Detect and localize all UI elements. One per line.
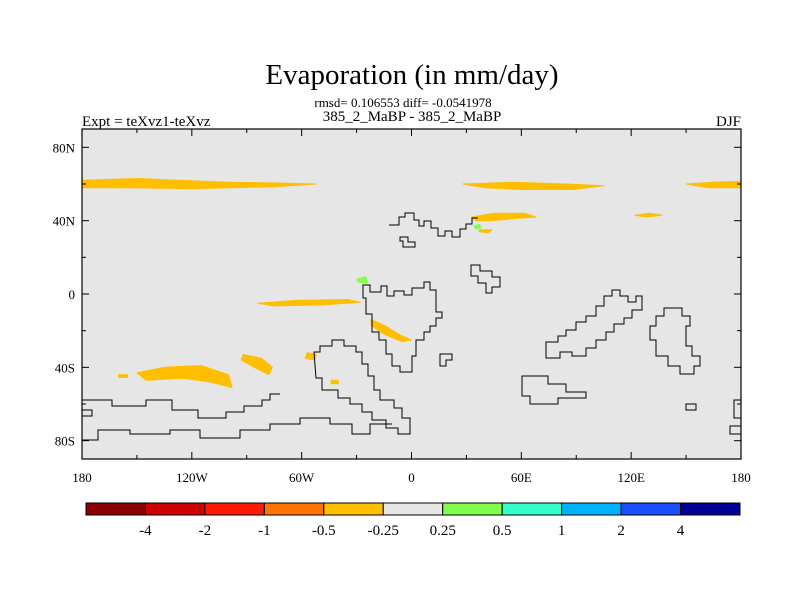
coastline-arabia — [470, 264, 501, 294]
colorbar-swatch-0 — [85, 502, 146, 516]
colorbar-label-9: 4 — [677, 523, 685, 539]
stats-line: rmsd= 0.106553 diff= -0.0541978 — [314, 95, 491, 110]
anomaly-region-south-pacific-middle — [240, 354, 273, 376]
colorbar-swatch-5 — [382, 502, 444, 516]
colorbar-label-6: 0.5 — [493, 523, 512, 539]
subtitle-right: DJF — [716, 114, 741, 130]
colorbar-label-1: -2 — [199, 523, 212, 539]
colorbar-label-3: -0.5 — [312, 523, 336, 539]
x-tick-label-0: 180 — [72, 470, 92, 485]
coastline-outlines — [82, 212, 741, 441]
x-tick-label-6: 180 — [731, 470, 751, 485]
colorbar-swatch-4 — [323, 502, 384, 516]
anomaly-region-equatorial-atlantic-band — [257, 299, 361, 307]
coastline-patch-mid — [439, 353, 453, 367]
coastline-small-island — [399, 236, 416, 248]
coastline-antarctica-east-2 — [729, 425, 741, 435]
colorbar-swatch-8 — [561, 502, 622, 516]
subtitle-left: Expt = teXvz1-teXvz — [82, 114, 211, 130]
x-tick-label-4: 60E — [511, 470, 532, 485]
anomaly-region-central-asia-band — [462, 181, 605, 190]
colorbar-label-7: 1 — [558, 523, 566, 539]
colorbar-swatch-9 — [620, 502, 682, 516]
anomaly-region-mediterranean-small — [478, 229, 493, 234]
colorbar-swatch-10 — [680, 502, 741, 516]
y-tick-label-2: 0 — [69, 287, 76, 302]
anomaly-region-mediterranean-green-patch — [473, 223, 482, 230]
anomaly-region-north-atlantic-pacific-band — [81, 178, 317, 190]
coastline-antarctica-west — [82, 409, 93, 417]
chart-title: Evaporation (in mm/day) — [265, 59, 558, 91]
colorbar-label-8: 2 — [617, 523, 625, 539]
colorbar-swatch-2 — [204, 502, 265, 516]
coastline-new-guinea — [649, 307, 701, 375]
anomaly-region-tropical-green-patch — [356, 276, 369, 284]
colorbar-label-4: -0.25 — [368, 523, 399, 539]
colorbar-label-5: 0.25 — [430, 523, 456, 539]
coastline-europe — [389, 212, 478, 238]
coastline-antarctica-lower — [82, 417, 392, 441]
anomaly-region-southwest-indian — [370, 319, 412, 343]
colorbar: -4 -2 -1 -0.5 -0.25 0.25 0.5 1 2 4 — [85, 502, 741, 539]
y-tick-label-1: 40N — [53, 214, 76, 229]
colorbar-swatch-1 — [144, 502, 206, 516]
colorbar-label-2: -1 — [258, 523, 271, 539]
y-tick-label-3: 40S — [55, 360, 75, 375]
coastline-africa — [362, 281, 443, 373]
axis-ticks: 180 120W 60W 0 60E 120E 180 80N 40N 0 40S 80S — [53, 129, 751, 485]
anomaly-region-pacific-east-small — [634, 212, 663, 218]
anomaly-region-south-atlantic-small — [330, 379, 339, 385]
x-tick-label-2: 60W — [289, 470, 315, 485]
subtitle-center: 385_2_MaBP - 385_2_MaBP — [323, 109, 502, 125]
colorbar-label-0: -4 — [139, 523, 152, 539]
colorbar-swatch-7 — [501, 502, 563, 516]
x-tick-label-5: 120E — [617, 470, 645, 485]
anomaly-region-south-pacific-large — [136, 365, 233, 388]
map-plot-area: 180 120W 60W 0 60E 120E 180 80N 40N 0 40S 80S — [53, 128, 751, 485]
coastline-antarctica — [82, 393, 280, 419]
anomaly-region-mediterranean-cluster — [471, 212, 537, 222]
anomaly-regions — [81, 178, 742, 388]
coastline-small-east — [685, 403, 697, 411]
x-tick-label-1: 120W — [176, 470, 209, 485]
coastline-antarctica-east — [733, 399, 741, 419]
colorbar-swatch-6 — [442, 502, 503, 516]
coastline-australia — [545, 289, 643, 359]
coastline-indian-ocean-island — [521, 375, 587, 405]
y-tick-label-0: 80N — [53, 140, 76, 155]
y-tick-label-4: 80S — [55, 434, 75, 449]
coastline-south-america — [313, 339, 411, 435]
x-tick-label-3: 0 — [408, 470, 415, 485]
colorbar-swatch-3 — [263, 502, 325, 516]
anomaly-region-south-pacific-small-2 — [118, 374, 129, 378]
